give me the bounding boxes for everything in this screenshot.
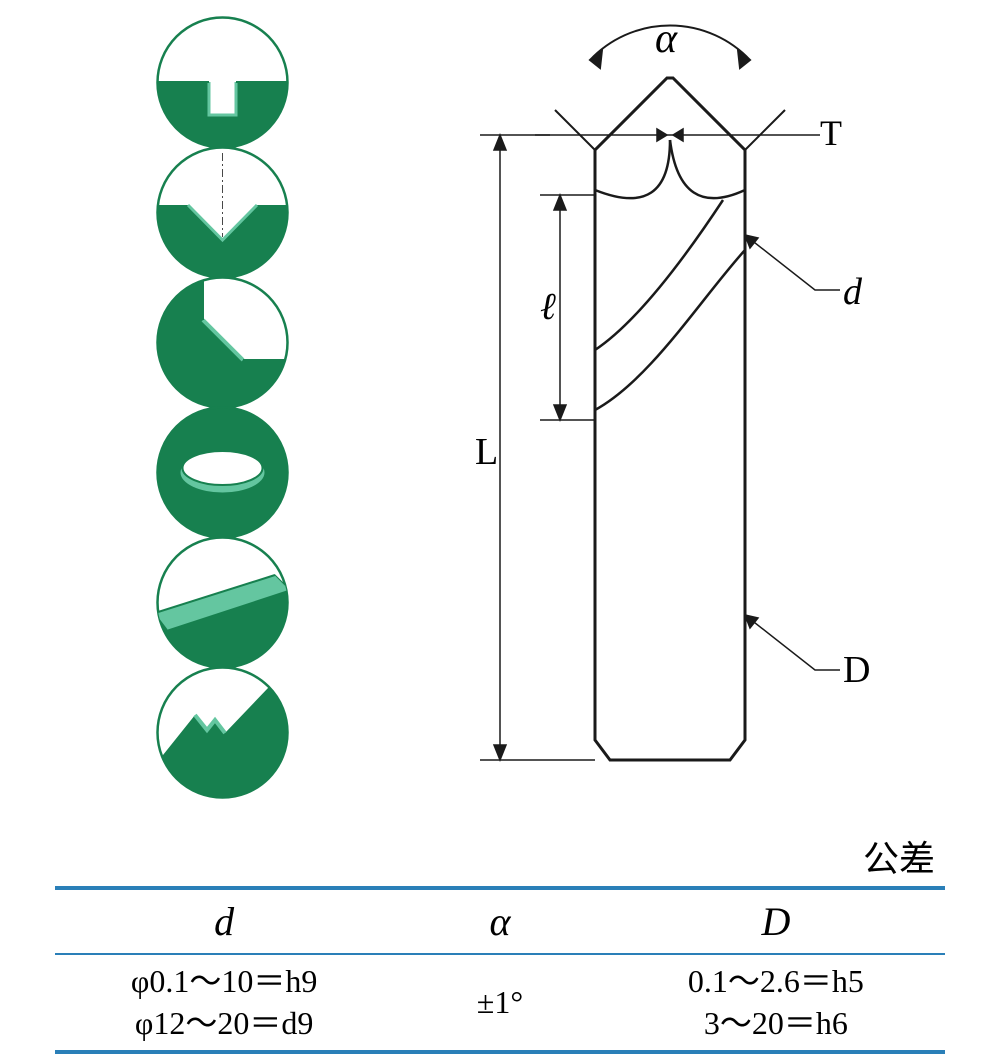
cell-alpha: ±1° bbox=[477, 984, 523, 1020]
label-d: d bbox=[843, 270, 862, 314]
icon-slot bbox=[155, 15, 290, 150]
icon-edge-chamfer bbox=[155, 535, 290, 670]
label-alpha: α bbox=[655, 15, 677, 63]
th-d: d bbox=[55, 890, 393, 953]
icon-v-groove bbox=[155, 145, 290, 280]
th-D: D bbox=[607, 890, 945, 953]
label-ell: ℓ bbox=[540, 285, 556, 329]
label-D: D bbox=[843, 648, 870, 692]
cell-D-2: 3～20＝h6 bbox=[704, 1005, 848, 1041]
icon-hole-ellipse bbox=[155, 405, 290, 540]
cell-d-2: φ12～20＝d9 bbox=[135, 1005, 313, 1041]
label-T: T bbox=[820, 112, 842, 154]
icon-chamfer-block bbox=[155, 275, 290, 410]
application-icons-column bbox=[155, 15, 290, 795]
table-title: 公差 bbox=[55, 830, 945, 882]
tolerance-table: 公差 d α D φ0.1～10＝h9 φ12～20＝d9 ±1° 0.1～2.… bbox=[55, 830, 945, 1054]
cell-d-1: φ0.1～10＝h9 bbox=[131, 963, 317, 999]
drill-drawing: α T d ℓ L D bbox=[420, 20, 890, 810]
cell-D-1: 0.1～2.6＝h5 bbox=[688, 963, 864, 999]
th-alpha: α bbox=[393, 890, 607, 953]
label-L: L bbox=[475, 430, 498, 474]
icon-angled-groove bbox=[155, 665, 290, 800]
